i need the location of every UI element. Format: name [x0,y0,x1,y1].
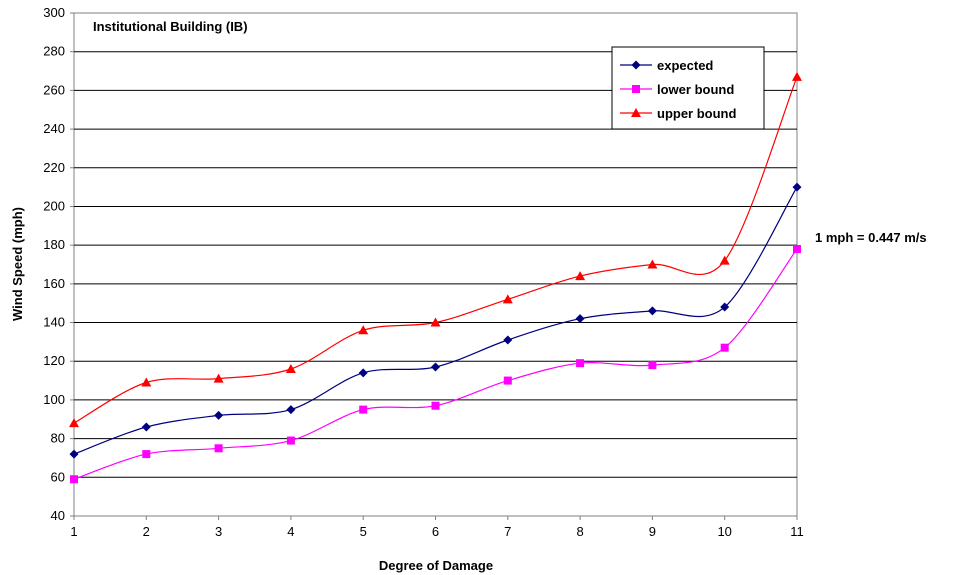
data-point-square [648,361,657,370]
data-point-triangle [69,418,79,428]
y-tick-label: 120 [43,353,65,368]
data-point-diamond [503,335,513,345]
x-tick-label: 3 [215,524,222,539]
y-tick-label: 300 [43,5,65,20]
x-tick-label: 11 [790,524,804,539]
legend-label: upper bound [657,106,736,121]
data-point-square [720,343,729,352]
x-axis: 1 2 3 4 5 6 7 8 9 10 11 [70,516,804,539]
x-tick-label: 2 [143,524,150,539]
data-point-triangle [141,377,152,387]
x-axis-title: Degree of Damage [379,558,493,573]
data-point-diamond [69,449,79,459]
data-point-triangle [285,363,296,373]
y-axis-title: Wind Speed (mph) [10,207,25,321]
data-point-square [214,444,223,453]
data-point-diamond [431,362,440,372]
y-axis: 40 60 80 100 120 140 160 180 200 220 240 260 280 300 [43,5,74,523]
data-point-diamond [720,302,730,312]
data-point-square [70,475,78,484]
data-point-triangle [575,271,586,281]
y-tick-label: 140 [43,315,65,330]
legend-marker [632,85,640,93]
legend-label: expected [657,58,713,73]
data-point-diamond [647,306,657,316]
y-tick-label: 240 [43,121,65,136]
y-tick-label: 180 [43,237,65,252]
y-tick-label: 80 [51,431,65,446]
y-tick-label: 60 [51,469,65,484]
x-tick-label: 5 [360,524,367,539]
x-tick-label: 6 [432,524,439,539]
data-point-square [793,245,801,254]
data-point-square [431,401,440,410]
data-point-triangle [502,294,513,304]
y-tick-label: 260 [43,82,65,97]
data-point-square [142,450,151,459]
x-tick-label: 7 [504,524,511,539]
data-point-square [286,436,295,445]
y-tick-label: 100 [43,392,65,407]
y-tick-label: 280 [43,44,65,59]
x-tick-label: 1 [70,524,77,539]
y-tick-label: 220 [43,160,65,175]
series-line-triangle [73,76,798,424]
series-line-diamond [73,186,798,455]
data-point-diamond [575,314,585,324]
data-point-diamond [214,410,224,420]
data-point-triangle [792,71,802,81]
legend: expected lower bound upper bound [611,46,765,130]
legend-label: lower bound [657,82,734,97]
x-tick-label: 4 [287,524,294,539]
data-point-triangle [358,325,369,335]
data-point-square [503,376,512,385]
data-point-diamond [286,405,296,415]
y-tick-label: 40 [51,508,65,523]
y-tick-label: 200 [43,198,65,213]
data-point-triangle [719,255,730,265]
data-point-square [576,359,585,368]
data-point-diamond [792,182,802,192]
data-point-triangle [213,373,224,383]
data-point-triangle [430,317,441,327]
x-tick-label: 9 [649,524,656,539]
series-layer [69,71,802,484]
data-point-diamond [141,422,151,432]
unit-note: 1 mph = 0.447 m/s [815,230,927,245]
x-tick-label: 10 [717,524,731,539]
chart-title: Institutional Building (IB) [93,19,248,34]
y-tick-label: 160 [43,276,65,291]
x-tick-label: 8 [576,524,583,539]
data-point-square [359,405,368,414]
data-point-diamond [358,368,368,378]
data-point-triangle [647,259,658,269]
legend-marker [631,60,641,70]
grid-lines [74,51,797,478]
legend-marker [631,108,641,117]
